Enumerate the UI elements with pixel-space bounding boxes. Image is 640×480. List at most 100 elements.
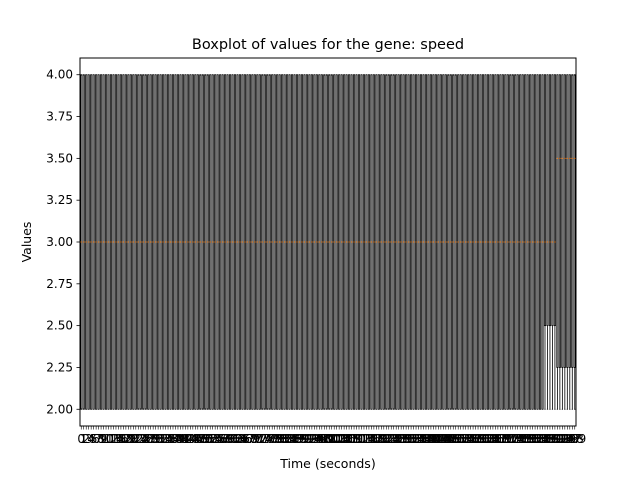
x-tick-label: 116 — [357, 432, 380, 446]
box-132 — [405, 74, 408, 430]
x-tick-label: 117 — [360, 432, 383, 446]
x-tick-label: 15 — [111, 432, 126, 446]
x-tick-label: 125 — [380, 432, 403, 446]
box-15 — [114, 74, 117, 430]
box-58 — [221, 74, 224, 430]
box-31 — [154, 74, 157, 430]
box-192 — [553, 74, 556, 430]
box-166 — [489, 74, 492, 430]
box-186 — [539, 74, 542, 430]
x-tick-label: 190 — [541, 432, 564, 446]
box-134 — [410, 74, 413, 430]
x-tick-label: 138 — [412, 432, 435, 446]
box-93 — [308, 74, 311, 430]
box-71 — [253, 74, 256, 430]
x-tick-label: 196 — [556, 432, 579, 446]
x-tick-label: 33 — [155, 432, 170, 446]
box-189 — [546, 74, 549, 430]
box-121 — [377, 74, 380, 430]
x-tick-label: 109 — [340, 432, 363, 446]
box-126 — [390, 74, 393, 430]
box-9 — [100, 74, 103, 430]
x-tick-label: 19 — [121, 432, 136, 446]
box-14 — [112, 74, 115, 430]
x-tick-label: 157 — [459, 432, 482, 446]
x-tick-label: 149 — [439, 432, 462, 446]
x-tick-label: 83 — [279, 432, 294, 446]
box-body — [558, 74, 561, 368]
x-tick-label: 95 — [309, 432, 324, 446]
x-tick-label: 107 — [335, 432, 358, 446]
box-124 — [385, 74, 388, 430]
box-57 — [219, 74, 222, 430]
box-104 — [335, 74, 338, 430]
x-tick-label: 135 — [405, 432, 428, 446]
box-10 — [102, 74, 105, 430]
box-54 — [211, 74, 214, 430]
x-tick-label: 153 — [449, 432, 472, 446]
x-tick-label: 169 — [489, 432, 512, 446]
box-body — [551, 74, 554, 327]
x-tick-label: 126 — [382, 432, 405, 446]
x-tick-label: 10 — [98, 432, 113, 446]
box-1 — [80, 74, 83, 430]
box-body — [561, 74, 564, 368]
x-tick-label: 43 — [180, 432, 195, 446]
x-tick-label: 55 — [210, 432, 225, 446]
x-tick-label: 96 — [312, 432, 327, 446]
x-tick-label: 176 — [506, 432, 529, 446]
box-119 — [372, 74, 375, 430]
box-30 — [152, 74, 155, 430]
box-135 — [412, 74, 415, 430]
box-23 — [134, 74, 137, 430]
box-6 — [92, 74, 95, 430]
box-197 — [566, 74, 569, 430]
box-125 — [387, 74, 390, 430]
x-tick-label: 39 — [170, 432, 185, 446]
box-171 — [501, 74, 504, 430]
x-tick-label: 9 — [100, 432, 108, 446]
x-tick-label: 60 — [222, 432, 237, 446]
x-tick-label: 63 — [230, 432, 245, 446]
box-8 — [97, 74, 100, 430]
box-42 — [181, 74, 184, 430]
x-tick-label: 82 — [277, 432, 292, 446]
x-tick-label: 158 — [462, 432, 485, 446]
x-tick-label: 97 — [314, 432, 329, 446]
box-51 — [204, 74, 207, 430]
x-tick-label: 54 — [208, 432, 223, 446]
x-tick-label: 18 — [118, 432, 133, 446]
x-tick-label: 58 — [217, 432, 232, 446]
x-tick-label: 123 — [375, 432, 398, 446]
box-17 — [119, 74, 122, 430]
x-tick-label: 59 — [220, 432, 235, 446]
box-185 — [536, 74, 539, 430]
box-36 — [167, 74, 170, 430]
box-90 — [300, 74, 303, 430]
x-tick-label: 150 — [442, 432, 465, 446]
box-156 — [464, 74, 467, 430]
box-47 — [194, 74, 197, 430]
x-tick-label: 3 — [85, 432, 93, 446]
x-tick-label: 139 — [415, 432, 438, 446]
x-tick-label: 21 — [126, 432, 141, 446]
box-182 — [529, 74, 532, 430]
y-tick-label: 2.75 — [46, 277, 73, 291]
x-tick-label: 99 — [319, 432, 334, 446]
y-axis-ticks: 2.00 2.25 2.50 2.75 3.00 3.25 3.50 3.75 4.00 — [46, 68, 80, 416]
y-axis-label: Values — [19, 222, 34, 263]
x-tick-label: 22 — [128, 432, 143, 446]
x-tick-label: 165 — [479, 432, 502, 446]
x-tick-label: 136 — [407, 432, 430, 446]
x-tick-label: 6 — [92, 432, 100, 446]
box-95 — [313, 74, 316, 430]
box-99 — [323, 74, 326, 430]
x-tick-label: 177 — [509, 432, 532, 446]
x-tick-label: 79 — [270, 432, 285, 446]
x-tick-label: 65 — [235, 432, 250, 446]
x-tick-label: 91 — [299, 432, 314, 446]
box-131 — [402, 74, 405, 430]
x-tick-label: 102 — [323, 432, 346, 446]
box-67 — [243, 74, 246, 430]
